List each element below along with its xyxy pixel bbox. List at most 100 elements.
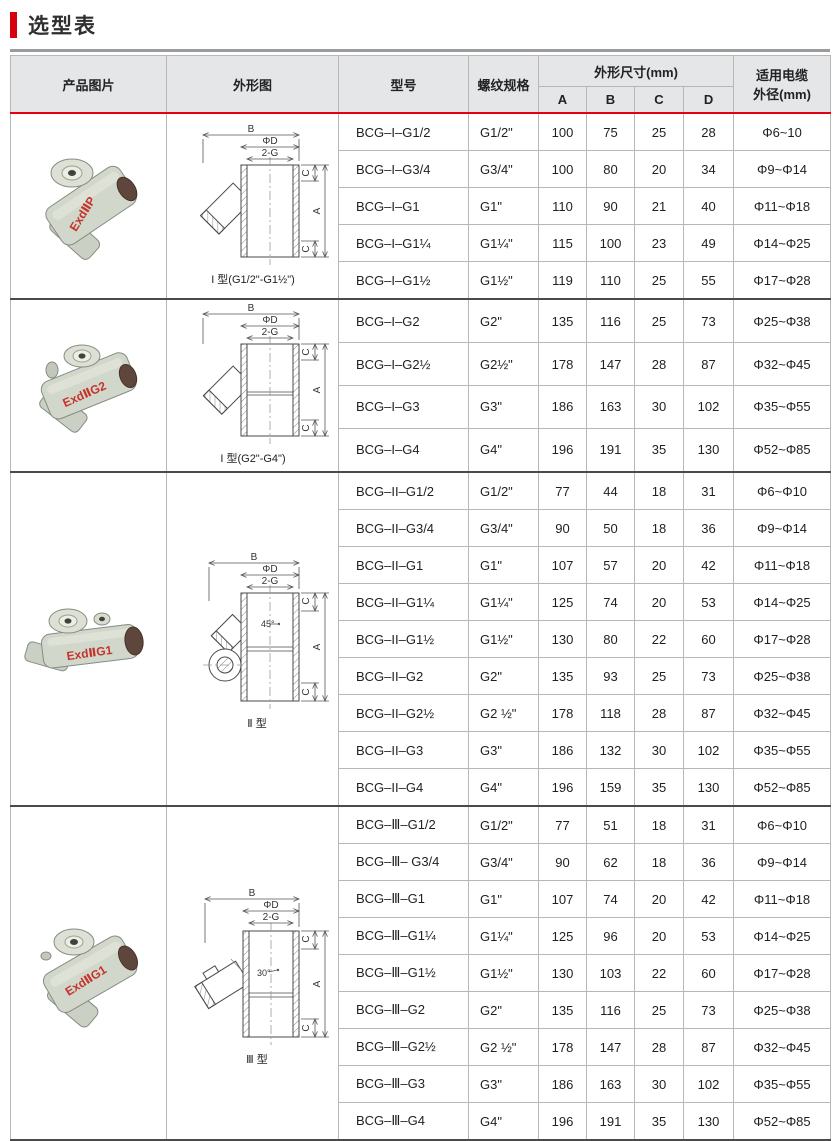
dim-b-cell: 96	[586, 917, 635, 955]
dim-label-c-top: C	[301, 597, 312, 604]
table-row: BCG–II–G1¼ G1¼" 125 74 20 53 Φ14~Φ25	[11, 583, 832, 621]
thread-cell: G4"	[468, 427, 539, 473]
dim-a-cell: 178	[538, 694, 587, 732]
model-cell: BCG–I–G3/4	[338, 150, 469, 188]
thread-cell: G2"	[468, 298, 539, 344]
product-photo-cell: ExdⅡG1	[10, 805, 167, 1141]
dim-a-cell: 178	[538, 1028, 587, 1066]
dimension-lines	[205, 899, 329, 1037]
model-cell: BCG–II–G1¼	[338, 583, 469, 621]
outline-caption: Ⅲ 型	[246, 1052, 268, 1066]
dim-a-cell: 135	[538, 298, 587, 344]
photo-marking-text: ExdⅡG1	[65, 642, 113, 662]
header-dim-c: C	[634, 86, 684, 114]
dim-b-cell: 163	[586, 1065, 635, 1103]
angle-label-45: 45°	[261, 619, 275, 629]
table-row: BCG–II–G4 G4" 196 159 35 130 Φ52~Φ85	[11, 768, 832, 807]
dim-b-cell: 116	[586, 991, 635, 1029]
dim-c-cell: 28	[634, 694, 684, 732]
dim-a-cell: 119	[538, 261, 587, 300]
dim-c-cell: 18	[634, 509, 684, 547]
thread-cell: G4"	[468, 768, 539, 807]
dim-label-c-bottom: C	[301, 245, 312, 252]
dim-c-cell: 30	[634, 1065, 684, 1103]
outline-drawing-cell: B ΦD 2-G 30° C A C Ⅲ 型	[166, 805, 339, 1141]
dim-d-cell: 60	[682, 620, 735, 658]
dim-c-cell: 28	[634, 1028, 684, 1066]
dim-c-cell: 25	[634, 991, 684, 1029]
table-row: BCG–II–G2½ G2 ½" 178 118 28 87 Φ32~Φ45	[11, 694, 832, 732]
dim-d-cell: 87	[682, 694, 735, 732]
dim-d-cell: 36	[682, 843, 735, 881]
dim-d-cell: 73	[682, 298, 735, 344]
dim-label-c-top: C	[301, 169, 312, 176]
table-body: ExdⅡP	[10, 112, 832, 1141]
header-dimensions: 外形尺寸(mm)	[537, 55, 735, 87]
thread-cell: G3"	[468, 1065, 539, 1103]
dim-a-cell: 125	[538, 917, 587, 955]
dim-d-cell: 40	[682, 187, 735, 225]
outline-drawing-cell: B ΦD 2-G 45° C A C Ⅱ 型	[166, 471, 339, 807]
table-row: BCG–Ⅲ–G3 G3" 186 163 30 102 Φ35~Φ55	[11, 1065, 832, 1103]
model-cell: BCG–Ⅲ–G1½	[338, 954, 469, 992]
dim-c-cell: 20	[634, 880, 684, 918]
dim-b-cell: 191	[586, 1102, 635, 1141]
outline-drawing-svg: B ΦD 2-G C A C I 型(G2"-G4")	[173, 303, 329, 465]
cable-cell: Φ14~Φ25	[733, 583, 832, 621]
dim-label-b: B	[247, 124, 254, 135]
outline-drawing: B ΦD 2-G C A C I 型(G1/2"-G1½")	[199, 124, 329, 286]
thread-cell: G1¼"	[468, 224, 539, 262]
dim-label-d: ΦD	[263, 900, 278, 911]
outline-drawing: B ΦD 2-G 30° C A C Ⅲ 型	[193, 888, 329, 1066]
table-row: BCG–I–G4 G4" 196 191 35 130 Φ52~Φ85	[11, 427, 832, 473]
model-cell: BCG–I–G2½	[338, 342, 469, 386]
table-row: BCG–II–G2 G2" 135 93 25 73 Φ25~Φ38	[11, 657, 832, 695]
cable-cell: Φ52~Φ85	[733, 1102, 832, 1141]
dimension-lines	[203, 314, 329, 436]
cable-cell: Φ52~Φ85	[733, 427, 832, 473]
thread-cell: G1"	[468, 546, 539, 584]
model-cell: BCG–II–G3/4	[338, 509, 469, 547]
cable-cell: Φ25~Φ38	[733, 298, 832, 344]
model-cell: BCG–II–G2	[338, 657, 469, 695]
dim-b-cell: 159	[586, 768, 635, 807]
thread-cell: G3/4"	[468, 150, 539, 188]
table-row: ExdⅡG2	[10, 298, 832, 473]
dim-a-cell: 100	[538, 150, 587, 188]
cable-cell: Φ6~Φ10	[733, 471, 832, 510]
dim-d-cell: 73	[682, 991, 735, 1029]
dim-d-cell: 87	[682, 342, 735, 386]
thread-cell: G1¼"	[468, 917, 539, 955]
dim-b-cell: 62	[586, 843, 635, 881]
header-model: 型号	[338, 55, 469, 114]
product-photo-svg: ExdⅡP	[44, 158, 137, 260]
dim-b-cell: 80	[586, 620, 635, 658]
cable-cell: Φ17~Φ28	[733, 620, 832, 658]
dimension-lines	[203, 135, 329, 257]
product-photo-cell: ExdⅡG2	[10, 298, 167, 473]
dim-c-cell: 20	[634, 150, 684, 188]
page-title: 选型表	[28, 15, 97, 38]
dim-a-cell: 186	[538, 1065, 587, 1103]
dim-d-cell: 130	[682, 1102, 735, 1141]
dim-c-cell: 21	[634, 187, 684, 225]
dim-label-b: B	[250, 552, 257, 563]
dim-c-cell: 35	[634, 1102, 684, 1141]
thread-cell: G1/2"	[468, 471, 539, 510]
dim-c-cell: 18	[634, 805, 684, 844]
dim-label-a: A	[312, 386, 323, 393]
dim-c-cell: 25	[634, 261, 684, 300]
dim-a-cell: 130	[538, 954, 587, 992]
dim-label-d: ΦD	[262, 564, 277, 575]
dim-a-cell: 90	[538, 843, 587, 881]
dim-c-cell: 28	[634, 342, 684, 386]
dim-c-cell: 35	[634, 427, 684, 473]
outline-drawing: B ΦD 2-G C A C I 型(G2"-G4")	[203, 303, 329, 465]
table-row: BCG–Ⅲ–G2 G2" 135 116 25 73 Φ25~Φ38	[11, 991, 832, 1029]
dim-b-cell: 74	[586, 880, 635, 918]
thread-cell: G1"	[468, 880, 539, 918]
dim-label-g: 2-G	[262, 912, 279, 923]
outline-drawing-svg: B ΦD 2-G C A C I 型(G1/2"-G1½")	[199, 124, 329, 286]
dim-c-cell: 18	[634, 843, 684, 881]
dim-a-cell: 100	[538, 112, 587, 151]
